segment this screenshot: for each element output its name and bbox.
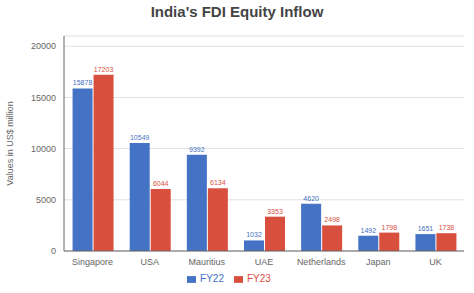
svg-text:6134: 6134 xyxy=(210,179,226,186)
svg-text:4620: 4620 xyxy=(303,195,319,202)
html-text:India's FDI Equity Inflow: India's FDI Equity Inflow xyxy=(150,3,324,20)
svg-text:Mauritius: Mauritius xyxy=(189,257,226,267)
html-text:FY22: FY22 xyxy=(200,273,224,284)
svg-text:0: 0 xyxy=(51,246,56,256)
svg-text:15878: 15878 xyxy=(73,79,93,86)
svg-text:3353: 3353 xyxy=(267,208,283,215)
svg-text:15000: 15000 xyxy=(31,93,56,103)
svg-text:Values in US$ million: Values in US$ million xyxy=(8,101,15,185)
svg-text:10000: 10000 xyxy=(31,144,56,154)
svg-text:1738: 1738 xyxy=(439,224,455,231)
svg-text:20000: 20000 xyxy=(31,41,56,51)
svg-text:1492: 1492 xyxy=(360,227,376,234)
svg-text:5000: 5000 xyxy=(36,195,56,205)
svg-text:Netherlands: Netherlands xyxy=(297,257,346,267)
svg-text:UK: UK xyxy=(429,257,442,267)
svg-text:2498: 2498 xyxy=(324,216,340,223)
svg-text:17203: 17203 xyxy=(94,66,114,73)
svg-text:6044: 6044 xyxy=(153,180,169,187)
html-text:FY23: FY23 xyxy=(247,273,271,284)
svg-text:Japan: Japan xyxy=(366,257,391,267)
svg-text:1032: 1032 xyxy=(246,231,262,238)
svg-text:USA: USA xyxy=(140,257,159,267)
svg-text:9392: 9392 xyxy=(189,146,205,153)
svg-text:1651: 1651 xyxy=(418,225,434,232)
svg-text:1798: 1798 xyxy=(381,224,397,231)
svg-text:10549: 10549 xyxy=(130,134,150,141)
svg-text:UAE: UAE xyxy=(255,257,274,267)
svg-text:Singapore: Singapore xyxy=(72,257,113,267)
